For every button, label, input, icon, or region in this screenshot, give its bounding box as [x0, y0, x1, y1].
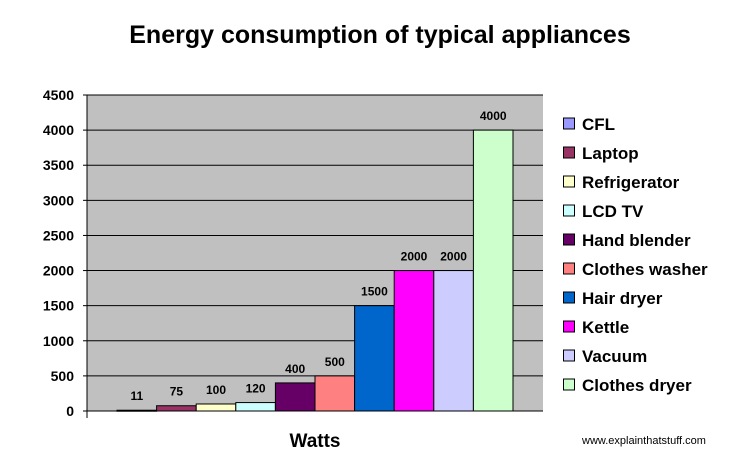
y-tick-label: 3500	[43, 157, 74, 173]
credit-text: www.explainthatstuff.com	[581, 435, 706, 447]
legend-label: Clothes dryer	[582, 376, 692, 395]
bar	[393, 270, 435, 412]
y-tick-label: 2500	[43, 227, 74, 243]
x-axis-label: Watts	[289, 431, 340, 452]
data-label: 4000	[480, 109, 507, 123]
legend-swatch	[563, 233, 575, 246]
legend-swatch	[563, 146, 575, 159]
y-tick-label: 1500	[43, 298, 74, 314]
legend-label: Clothes washer	[582, 260, 708, 279]
bar	[354, 305, 395, 412]
data-label: 75	[170, 385, 184, 399]
legend-label: CFL	[582, 115, 615, 134]
data-label: 2000	[401, 250, 428, 264]
legend-label: Vacuum	[582, 347, 647, 366]
data-label: 100	[206, 383, 226, 397]
legend-label: Hand blender	[582, 231, 691, 250]
bar	[156, 405, 197, 412]
bar	[472, 129, 514, 412]
y-tick-label: 0	[66, 403, 74, 419]
chart-title: Energy consumption of typical appliances	[129, 21, 631, 49]
legend-swatch	[563, 320, 575, 333]
y-tick-label: 4000	[43, 122, 74, 138]
legend-swatch	[563, 349, 575, 362]
legend-swatch	[563, 204, 575, 217]
bar	[195, 403, 237, 412]
data-label: 120	[246, 382, 266, 396]
legend-label: Laptop	[582, 144, 639, 163]
data-label: 1500	[361, 285, 388, 299]
y-tick-label: 2000	[43, 263, 74, 279]
legend-swatch	[563, 262, 575, 275]
legend-label: LCD TV	[582, 202, 644, 221]
data-label: 11	[130, 389, 143, 403]
legend-swatch	[563, 117, 575, 130]
y-tick-label: 500	[51, 368, 75, 384]
bar	[274, 382, 316, 412]
bar	[433, 270, 474, 412]
bar	[235, 402, 276, 412]
legend-swatch	[563, 378, 575, 391]
legend-label: Kettle	[582, 318, 629, 337]
data-label: 2000	[440, 250, 467, 264]
legend-label: Refrigerator	[582, 173, 680, 192]
data-label: 500	[325, 355, 345, 369]
data-label: 400	[285, 362, 305, 376]
legend-swatch	[563, 291, 575, 304]
y-tick-label: 1000	[43, 333, 74, 349]
y-tick-label: 3000	[43, 192, 74, 208]
legend-label: Hair dryer	[582, 289, 663, 308]
bar	[314, 375, 356, 412]
legend-swatch	[563, 175, 575, 188]
y-tick-label: 4500	[43, 87, 74, 103]
